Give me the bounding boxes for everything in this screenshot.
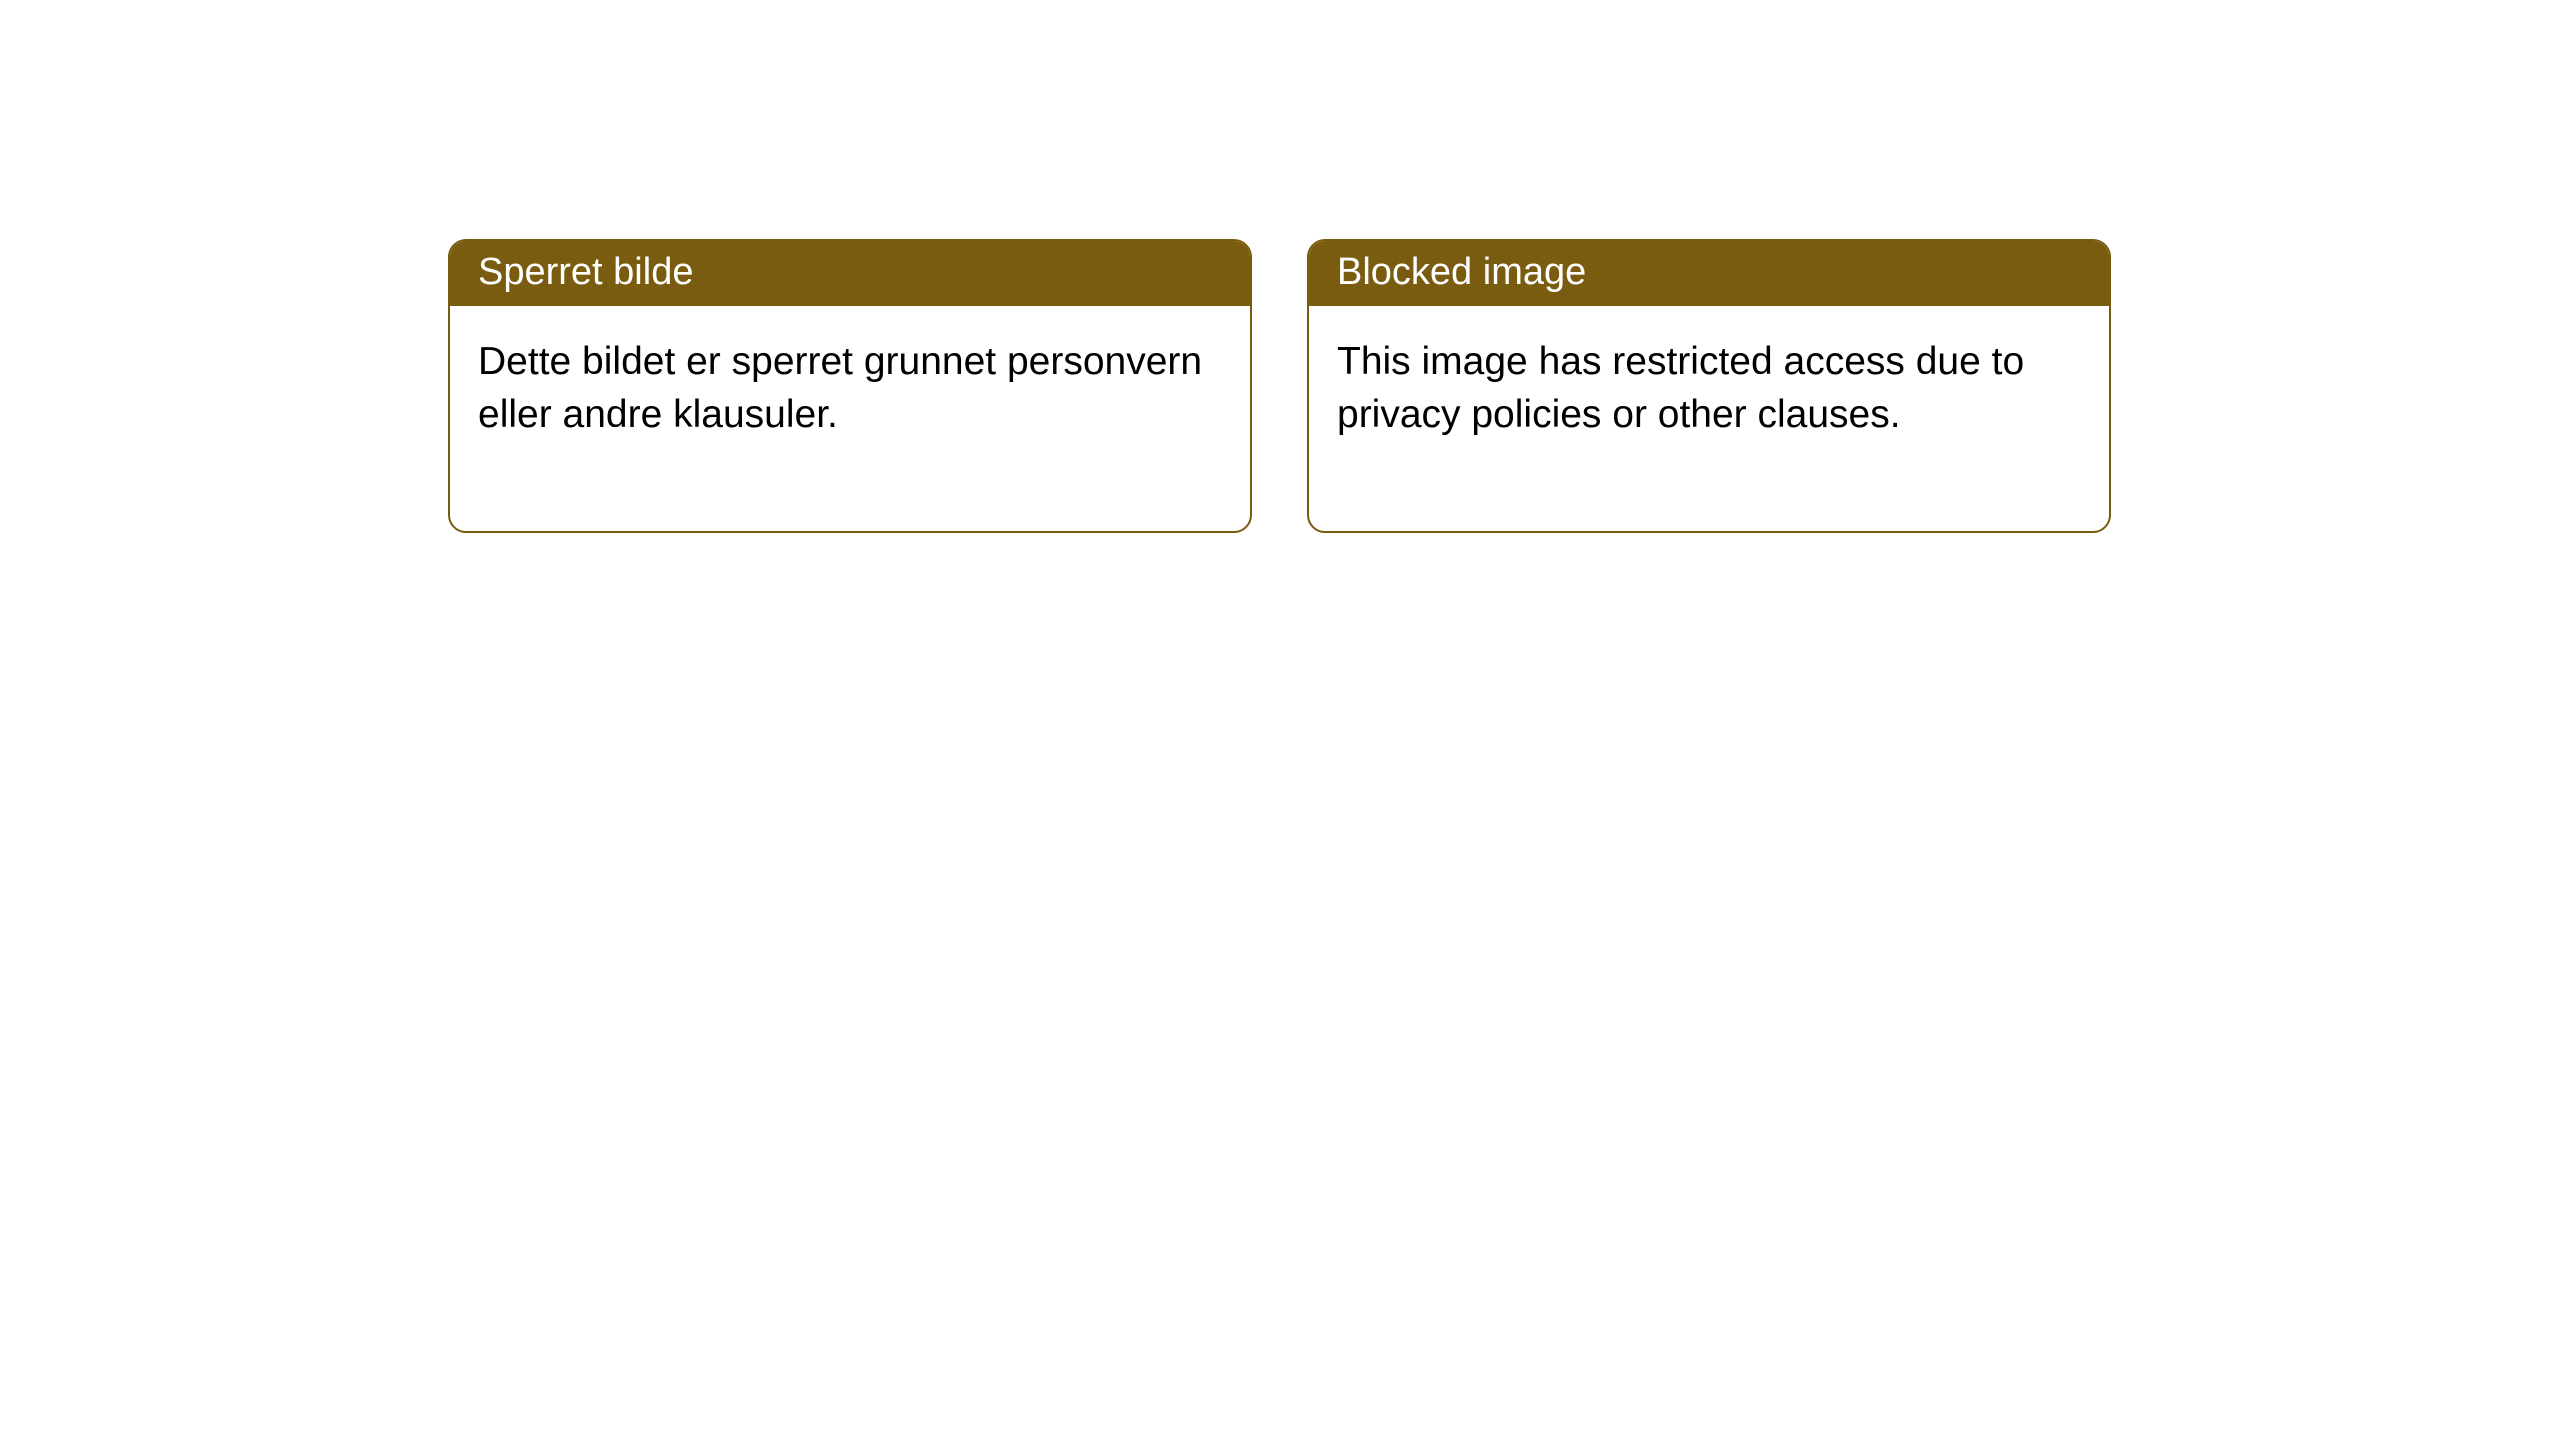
notice-body: This image has restricted access due to … [1309,306,2109,531]
notice-container: Sperret bilde Dette bildet er sperret gr… [448,239,2111,533]
notice-header: Blocked image [1309,241,2109,306]
notice-card-norwegian: Sperret bilde Dette bildet er sperret gr… [448,239,1252,533]
notice-card-english: Blocked image This image has restricted … [1307,239,2111,533]
notice-body: Dette bildet er sperret grunnet personve… [450,306,1250,531]
notice-header: Sperret bilde [450,241,1250,306]
